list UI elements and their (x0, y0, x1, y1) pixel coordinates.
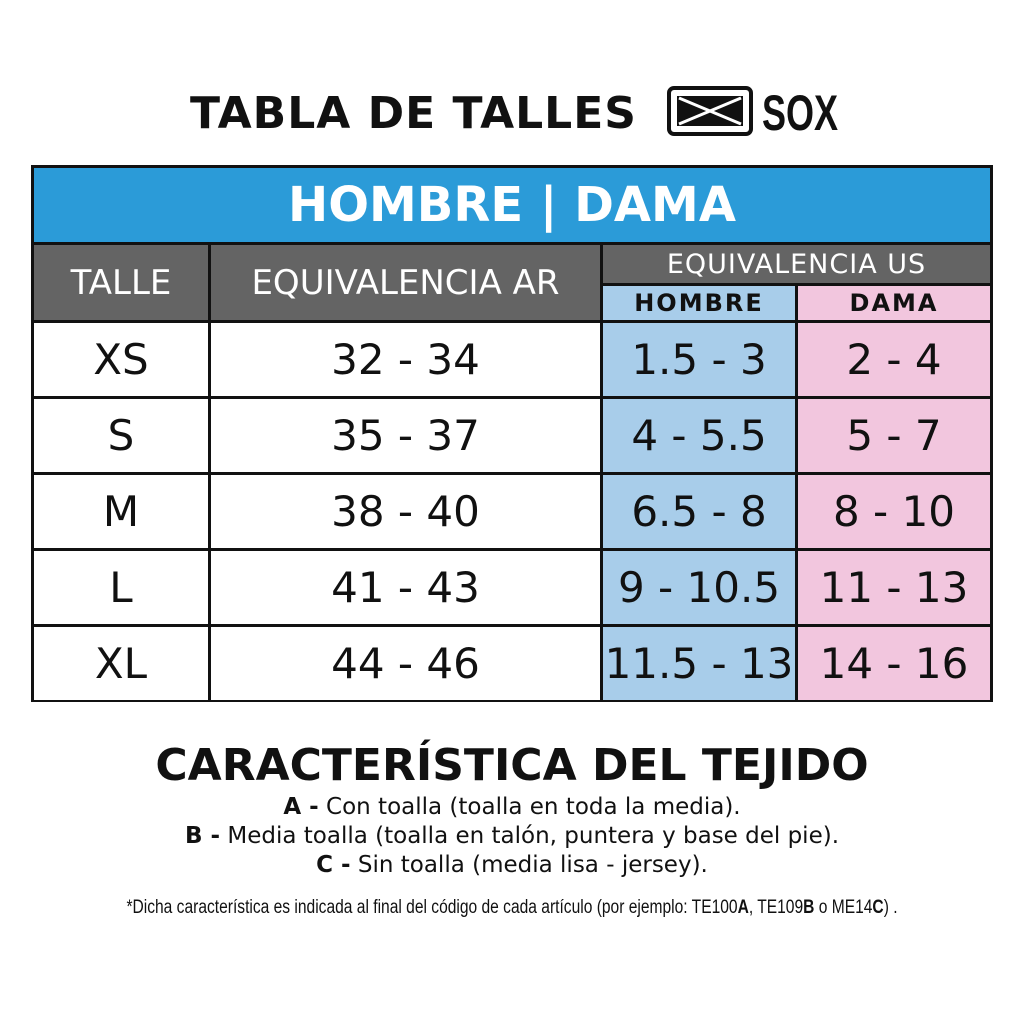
cell-dama: 11 - 13 (798, 551, 990, 624)
cell-dama: 8 - 10 (798, 475, 990, 548)
sox-logo-icon (667, 86, 753, 136)
cell-ar: 38 - 40 (211, 475, 600, 548)
cell-ar: 35 - 37 (211, 399, 600, 472)
col-header-hombre: HOMBRE (603, 286, 795, 320)
size-table: HOMBRE | DAMA TALLE EQUIVALENCIA AR EQUI… (31, 165, 993, 702)
fabric-key: C - (316, 852, 351, 878)
cell-talle: XS (34, 323, 208, 396)
col-header-us: EQUIVALENCIA US (603, 245, 990, 283)
cell-talle: XL (34, 627, 208, 700)
col-header-dama: DAMA (798, 286, 990, 320)
brand-name: SOX (762, 85, 839, 141)
cell-talle: M (34, 475, 208, 548)
cell-hombre: 9 - 10.5 (603, 551, 795, 624)
table-band-title: HOMBRE | DAMA (34, 168, 990, 242)
fabric-title: CARACTERÍSTICA DEL TEJIDO (155, 740, 869, 791)
cell-talle: L (34, 551, 208, 624)
cell-hombre: 1.5 - 3 (603, 323, 795, 396)
cell-hombre: 11.5 - 13 (603, 627, 795, 700)
cell-hombre: 6.5 - 8 (603, 475, 795, 548)
cell-ar: 32 - 34 (211, 323, 600, 396)
cell-talle: S (34, 399, 208, 472)
fabric-key: A - (283, 794, 319, 820)
fabric-item-a: A - Con toalla (toalla en toda la media)… (0, 794, 1024, 820)
cell-dama: 5 - 7 (798, 399, 990, 472)
cell-dama: 14 - 16 (798, 627, 990, 700)
footnote: *Dicha característica es indicada al fin… (126, 897, 898, 918)
cell-ar: 41 - 43 (211, 551, 600, 624)
cell-dama: 2 - 4 (798, 323, 990, 396)
fabric-item-c: C - Sin toalla (media lisa - jersey). (0, 852, 1024, 878)
cell-ar: 44 - 46 (211, 627, 600, 700)
col-header-ar: EQUIVALENCIA AR (211, 245, 600, 320)
col-header-talle: TALLE (34, 245, 208, 320)
fabric-key: B - (184, 823, 221, 849)
cell-hombre: 4 - 5.5 (603, 399, 795, 472)
fabric-item-b: B - Media toalla (toalla en talón, punte… (0, 823, 1024, 849)
fabric-text: Sin toalla (media lisa - jersey). (350, 852, 708, 878)
fabric-text: Con toalla (toalla en toda la media). (318, 794, 741, 820)
fabric-text: Media toalla (toalla en talón, puntera y… (220, 823, 840, 849)
page-title: TABLA DE TALLES (190, 88, 637, 139)
